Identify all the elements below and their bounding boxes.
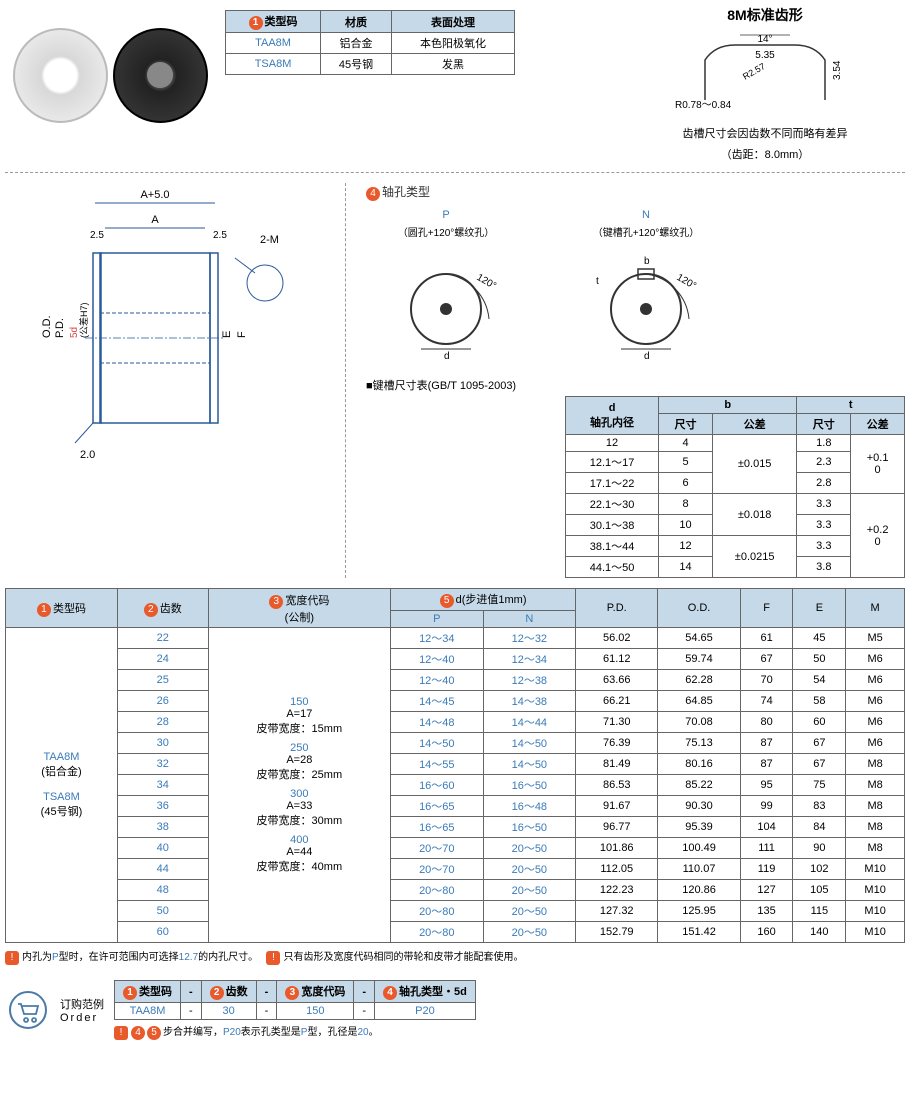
- kt-s2: 尺寸: [797, 414, 851, 435]
- pulley-silver-icon: [13, 28, 108, 123]
- kt-s0: 尺寸: [659, 414, 713, 435]
- svg-text:2.5: 2.5: [90, 230, 104, 241]
- mh-e: E: [793, 589, 846, 628]
- note2: 只有齿形及宽度代码相同的带轮和皮带才能配套使用。: [283, 952, 523, 963]
- top-section: 1类型码材质表面处理 TAA8M铝合金本色阳极氧化 TSA8M45号钢发黑 8M…: [5, 5, 905, 162]
- mat-r1c2: 发黑: [392, 54, 515, 75]
- svg-text:120°: 120°: [475, 272, 498, 292]
- svg-text:14°: 14°: [757, 34, 772, 45]
- svg-text:2.0: 2.0: [80, 449, 95, 461]
- hole-n-sub: （键槽孔+120°螺纹孔）: [566, 224, 726, 239]
- mh-dn: N: [483, 611, 576, 628]
- mat-r0c0: TAA8M: [226, 33, 321, 54]
- mid-section: A+5.0 A 2.5 2.5 2-M O.D. P.D. 5d (公差H7) …: [5, 172, 905, 578]
- order-label: 订购范例Order: [60, 996, 104, 1024]
- tooth-title: 8M标准齿形: [625, 5, 905, 25]
- key-table: d轴孔内径bt 尺寸公差尺寸公差 124±0.0151.8+0.1 012.1～…: [565, 396, 905, 578]
- cart-icon: [5, 988, 50, 1033]
- hole-section: 4轴孔类型 P （圆孔+120°螺纹孔） 120° d N （键槽孔+120°螺纹…: [366, 183, 905, 578]
- main-table: 1类型码 2齿数 3宽度代码(公制) 5d(步进值1mm) P.D. O.D. …: [5, 588, 905, 943]
- mat-r1c0: TSA8M: [226, 54, 321, 75]
- svg-text:(公差H7): (公差H7): [78, 302, 89, 338]
- svg-text:2.5: 2.5: [213, 230, 227, 241]
- mat-r1c1: 45号钢: [321, 54, 392, 75]
- hole-n: N （键槽孔+120°螺纹孔） 120° t b d: [566, 209, 726, 362]
- mh-dp: P: [391, 611, 484, 628]
- svg-text:3.54: 3.54: [832, 60, 843, 80]
- mh-type: 1类型码: [6, 589, 118, 628]
- mh-width: 3宽度代码(公制): [208, 589, 390, 628]
- key-table-title: ■键槽尺寸表(GB/T 1095-2003): [366, 377, 905, 393]
- svg-text:A+5.0: A+5.0: [140, 189, 169, 201]
- mat-h3: 表面处理: [392, 11, 515, 33]
- kt-s3: 公差: [851, 414, 905, 435]
- material-table-wrap: 1类型码材质表面处理 TAA8M铝合金本色阳极氧化 TSA8M45号钢发黑: [225, 5, 515, 162]
- hole-p: P （圆孔+120°螺纹孔） 120° d: [366, 209, 526, 362]
- svg-text:E: E: [221, 331, 233, 338]
- mat-h1: 1类型码: [226, 11, 321, 33]
- svg-text:R0.78～0.84: R0.78～0.84: [675, 100, 732, 111]
- mh-m: M: [846, 589, 905, 628]
- hole-diagrams: P （圆孔+120°螺纹孔） 120° d N （键槽孔+120°螺纹孔） 120…: [366, 209, 905, 362]
- kt-h-t: t: [797, 397, 905, 414]
- mh-d: 5d(步进值1mm): [391, 589, 576, 611]
- kt-h-d: d轴孔内径: [566, 397, 659, 435]
- pulley-black-icon: [113, 28, 208, 123]
- mat-r0c1: 铝合金: [321, 33, 392, 54]
- mh-teeth: 2齿数: [117, 589, 208, 628]
- order-table: 1类型码-2齿数-3宽度代码-4轴孔类型・5d TAA8M-30-150-P20: [114, 980, 476, 1020]
- svg-text:b: b: [644, 256, 650, 267]
- mh-od: O.D.: [658, 589, 740, 628]
- svg-text:2-M: 2-M: [260, 234, 279, 246]
- tooth-note2: （齿距：8.0mm）: [625, 146, 905, 162]
- notes: !内孔为P型时，在许可范围内可选择12.7的内孔尺寸。 !只有齿形及宽度代码相同…: [5, 948, 905, 965]
- hole-title: 4轴孔类型: [366, 183, 905, 201]
- hole-n-label: N: [566, 209, 726, 221]
- svg-text:O.D.: O.D.: [41, 315, 53, 338]
- product-image: [5, 5, 215, 145]
- mat-r0c2: 本色阳极氧化: [392, 33, 515, 54]
- svg-text:d: d: [644, 351, 650, 359]
- tooth-note1: 齿槽尺寸会因齿数不同而略有差异: [625, 125, 905, 141]
- tooth-section: 8M标准齿形 14° 5.35 R2.57 3.54 R0.78～0.84 齿槽…: [625, 5, 905, 162]
- svg-text:t: t: [596, 276, 599, 287]
- kt-h-b: b: [659, 397, 797, 414]
- note1: 内孔为P型时，在许可范围内可选择12.7的内孔尺寸。: [22, 952, 258, 963]
- order-note: !45步合并编写，P20表示孔类型是P型，孔径是20。: [114, 1023, 476, 1040]
- hole-p-sub: （圆孔+120°螺纹孔）: [366, 224, 526, 239]
- svg-text:R2.57: R2.57: [741, 61, 767, 82]
- mh-pd: P.D.: [576, 589, 658, 628]
- tooth-diagram: 14° 5.35 R2.57 3.54 R0.78～0.84: [625, 30, 905, 120]
- mat-h2: 材质: [321, 11, 392, 33]
- dimension-diagram: A+5.0 A 2.5 2.5 2-M O.D. P.D. 5d (公差H7) …: [5, 183, 325, 483]
- svg-text:A: A: [151, 214, 159, 226]
- svg-text:P.D.: P.D.: [54, 318, 66, 338]
- svg-text:F: F: [236, 331, 248, 338]
- kt-s1: 公差: [712, 414, 796, 435]
- svg-text:d: d: [444, 351, 450, 359]
- hole-p-label: P: [366, 209, 526, 221]
- svg-text:120°: 120°: [675, 272, 698, 292]
- svg-text:5.35: 5.35: [755, 50, 775, 61]
- order-section: 订购范例Order 1类型码-2齿数-3宽度代码-4轴孔类型・5d TAA8M-…: [5, 980, 905, 1040]
- mh-f: F: [740, 589, 793, 628]
- material-table: 1类型码材质表面处理 TAA8M铝合金本色阳极氧化 TSA8M45号钢发黑: [225, 10, 515, 75]
